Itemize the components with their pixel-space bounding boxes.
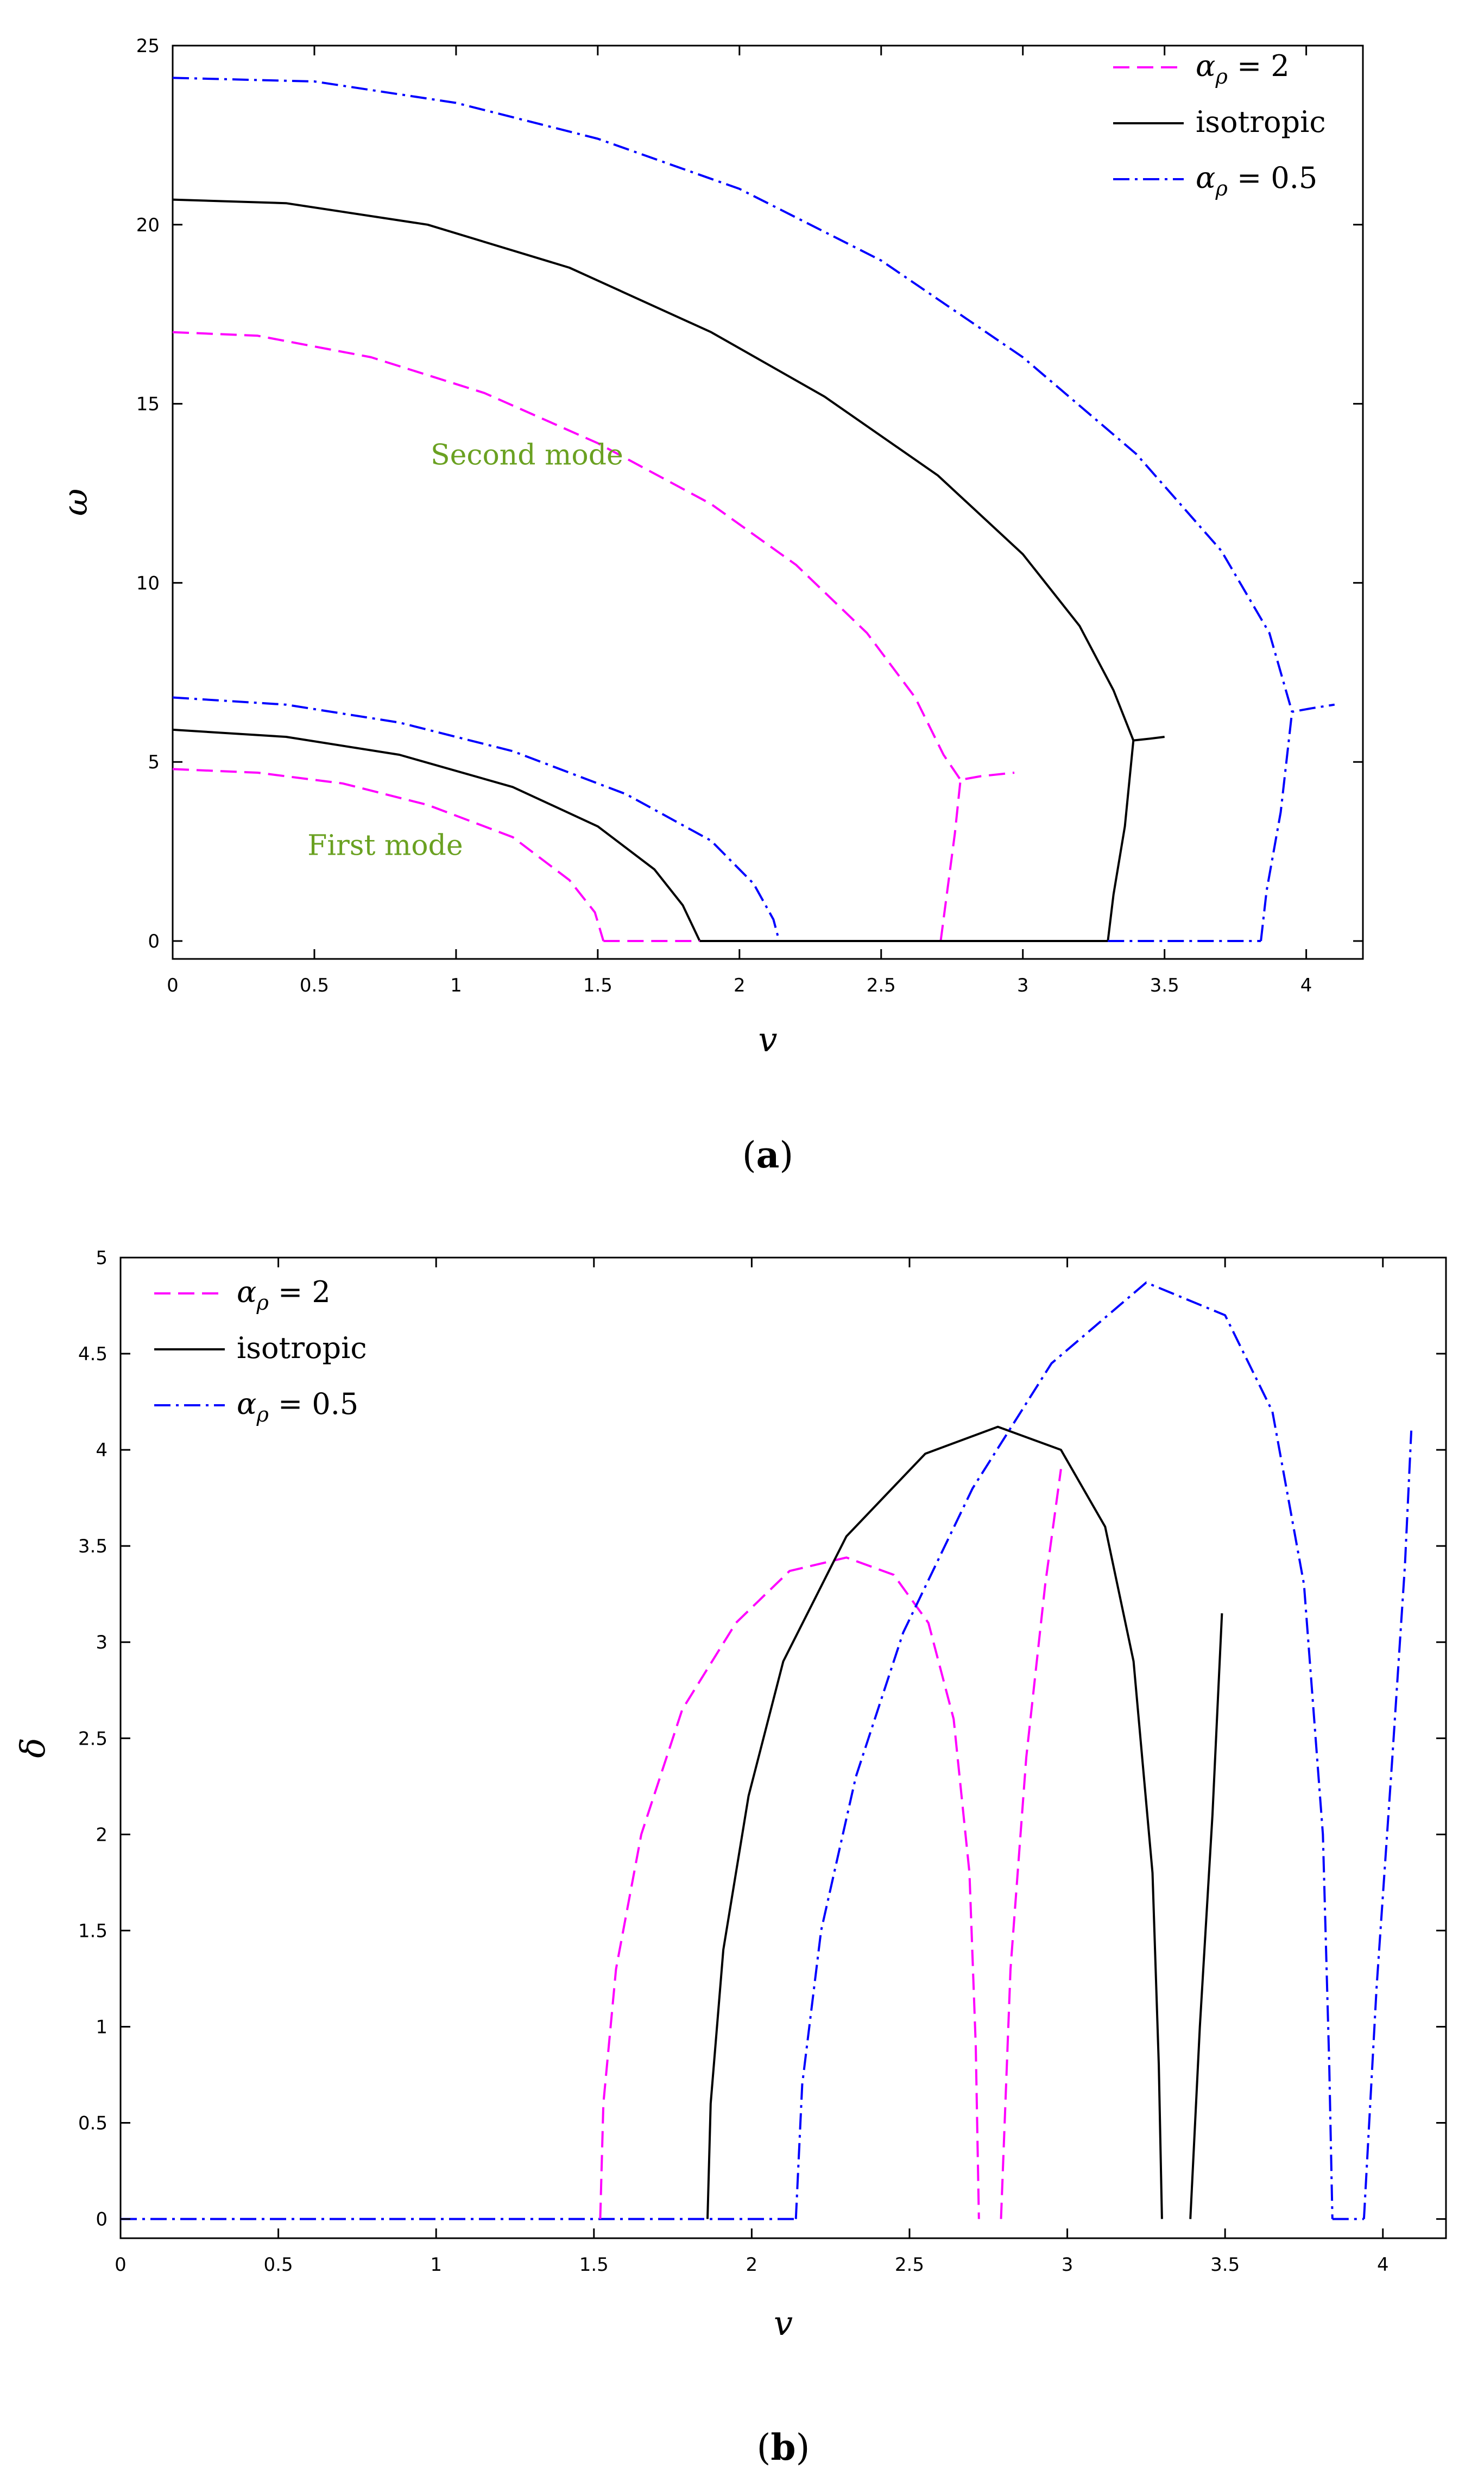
- series-line-a-1: [172, 728, 701, 942]
- legend-label-a-2: αρ = 0.5: [1196, 161, 1317, 200]
- x-tick-label-b: 4: [1377, 2254, 1389, 2276]
- plot-area-a: [172, 45, 1364, 960]
- y-ticks-a: 0 5 10 15 20 25: [136, 35, 1363, 952]
- y-tick-label-b: 1: [96, 2016, 108, 2038]
- series-line-a-8: [1107, 736, 1165, 942]
- y-tick-label-a: 10: [136, 572, 160, 594]
- x-tick-label-b: 2.5: [895, 2254, 924, 2276]
- series-line-a-2: [172, 696, 780, 942]
- series-line-a-5: [939, 772, 1015, 942]
- y-tick-label-a: 20: [136, 214, 160, 236]
- y-tick-label-a: 15: [136, 394, 160, 415]
- x-tick-label-a: 3.5: [1150, 975, 1179, 996]
- y-tick-label-b: 2: [96, 1824, 108, 1846]
- chart-panel-a: 0 0.5 1 1.5 2 2.5 3 3.5 4 0 5 10 15 20 25 v ω Second …: [55, 35, 1364, 1176]
- y-tick-label-b: 5: [96, 1247, 108, 1269]
- y-ticks-b: 0 0.5 1 1.5 2 2.5 3 3.5 4 4.5 5: [78, 1247, 1446, 2231]
- series-line-b-4: [1189, 1613, 1223, 2219]
- legend-label-b-1: isotropic: [237, 1331, 367, 1365]
- series-line-b-7: [1362, 1430, 1413, 2219]
- legend-symbol-a-2: α: [1196, 161, 1215, 195]
- legend-subscript-a-0: ρ: [1215, 65, 1228, 89]
- x-tick-label-b: 3.5: [1210, 2254, 1240, 2276]
- series-line-a-0: [172, 768, 605, 942]
- x-tick-label-b: 1.5: [579, 2254, 609, 2276]
- y-tick-label-b: 4: [96, 1439, 108, 1461]
- caption-b: (b): [757, 2426, 810, 2468]
- y-tick-label-b: 0.5: [78, 2113, 108, 2135]
- legend-label-a-1: isotropic: [1196, 105, 1326, 139]
- x-tick-label-a: 0.5: [300, 975, 329, 996]
- legend-value-b-0: = 2: [269, 1275, 331, 1309]
- annotations-a: Second mode First mode: [307, 439, 623, 862]
- legend-value-a-2: = 0.5: [1228, 161, 1317, 195]
- x-tick-label-a: 2: [734, 975, 746, 996]
- legend-label-b-2: αρ = 0.5: [237, 1387, 358, 1426]
- y-tick-label-a: 25: [136, 35, 160, 57]
- series-line-a-11: [1260, 703, 1335, 942]
- y-axis-label-b: δ: [13, 1738, 53, 1758]
- legend-label-a-0: αρ = 2: [1196, 49, 1290, 89]
- x-tick-label-a: 3: [1017, 975, 1029, 996]
- x-ticks-b: 0 0.5 1 1.5 2 2.5 3 3.5 4: [115, 1258, 1389, 2276]
- x-ticks-a: 0 0.5 1 1.5 2 2.5 3 3.5 4: [167, 46, 1312, 996]
- caption-b-open: (: [757, 2427, 771, 2468]
- caption-a-open: (: [742, 1134, 756, 1176]
- series-line-b-1: [599, 1556, 980, 2219]
- series-line-a-3: [172, 331, 962, 781]
- legend-value-a-0: = 2: [1228, 49, 1290, 83]
- series-group-a: [172, 77, 1335, 942]
- y-tick-label-b: 1.5: [78, 1920, 108, 1942]
- y-tick-label-b: 0: [96, 2209, 108, 2231]
- x-tick-label-a: 1.5: [583, 975, 612, 996]
- caption-b-letter: b: [771, 2426, 795, 2468]
- x-tick-label-b: 0.5: [264, 2254, 293, 2276]
- legend-symbol-a-0: α: [1196, 49, 1215, 83]
- legend-subscript-a-2: ρ: [1215, 176, 1228, 200]
- x-tick-label-a: 2.5: [867, 975, 896, 996]
- y-tick-label-b: 2.5: [78, 1728, 108, 1750]
- x-tick-label-b: 1: [430, 2254, 442, 2276]
- x-tick-label-a: 1: [450, 975, 462, 996]
- caption-a-letter: a: [756, 1134, 780, 1176]
- legend-subscript-b-2: ρ: [256, 1403, 269, 1426]
- x-tick-label-b: 3: [1062, 2254, 1073, 2276]
- legend-symbol-b-1: isotropic: [237, 1331, 367, 1365]
- x-tick-label-a: 4: [1300, 975, 1312, 996]
- plot-area-b: [119, 1256, 1447, 2239]
- x-tick-label-b: 2: [746, 2254, 758, 2276]
- x-axis-label-a: v: [758, 1020, 777, 1059]
- series-line-b-2: [1000, 1469, 1062, 2219]
- legend-label-b-0: αρ = 2: [237, 1275, 331, 1315]
- chart-panel-b: 0 0.5 1 1.5 2 2.5 3 3.5 4 00.511.522.533.544.55 …: [13, 1247, 1447, 2468]
- series-line-a-9: [172, 77, 1293, 712]
- x-tick-label-a: 0: [167, 975, 179, 996]
- y-tick-label-a: 5: [148, 752, 160, 773]
- series-line-b-5: [794, 1281, 1334, 2219]
- x-tick-label-b: 0: [115, 2254, 127, 2276]
- annotation-a-1: First mode: [307, 830, 463, 862]
- legend-symbol-b-0: α: [237, 1275, 256, 1309]
- annotation-a-0: Second mode: [431, 439, 623, 472]
- legend-symbol-b-2: α: [237, 1387, 256, 1421]
- caption-b-close: ): [796, 2427, 810, 2468]
- y-axis-label-a: ω: [55, 489, 95, 516]
- y-tick-label-b: 3: [96, 1632, 108, 1653]
- legend-subscript-b-0: ρ: [256, 1291, 269, 1315]
- y-tick-label-b: 3.5: [78, 1536, 108, 1557]
- y-tick-label-a: 0: [148, 931, 160, 952]
- series-group-b: [121, 1281, 1413, 2220]
- series-line-b-3: [706, 1425, 1163, 2219]
- y-tick-label-b: 4.5: [78, 1343, 108, 1365]
- caption-a: (a): [742, 1134, 793, 1176]
- caption-a-close: ): [779, 1134, 793, 1176]
- x-axis-label-b: v: [774, 2303, 793, 2343]
- legend-value-b-2: = 0.5: [269, 1387, 358, 1421]
- series-line-a-6: [172, 198, 1135, 741]
- legend-symbol-a-1: isotropic: [1196, 105, 1326, 139]
